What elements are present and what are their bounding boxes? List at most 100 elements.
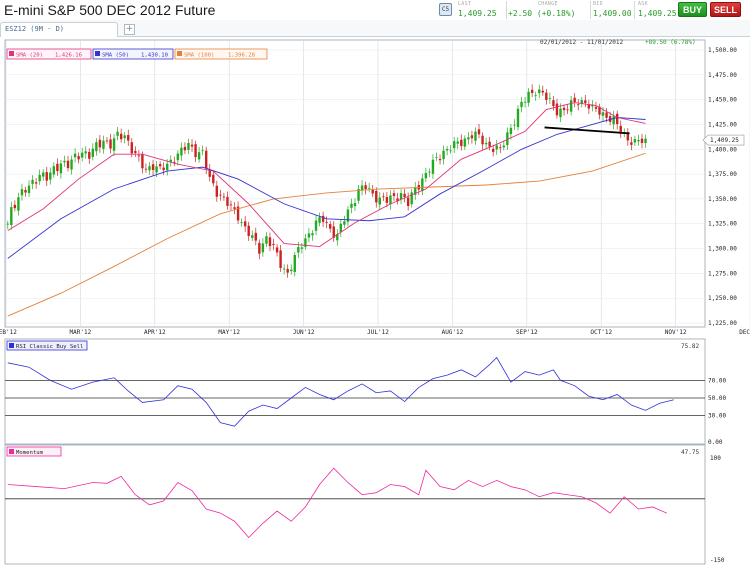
candle-body: [268, 237, 272, 247]
candle: [534, 91, 537, 101]
candle-body: [307, 233, 311, 238]
candle: [502, 140, 506, 151]
candle: [343, 215, 346, 229]
momentum-title-box[interactable]: [6, 446, 62, 457]
month-tick-label: MAY'12: [218, 329, 240, 336]
legend-sma20-name: SMA (20): [16, 53, 43, 59]
chart-area[interactable]: 1,500.00 1,475.00 1,450.00 1,425.00 1,400.00…: [0, 37, 750, 565]
candle: [144, 163, 148, 173]
candle: [484, 137, 488, 150]
candle: [222, 192, 226, 201]
candle: [73, 148, 77, 163]
candle: [339, 219, 343, 238]
candle: [364, 181, 367, 195]
candle-body: [279, 250, 282, 268]
candle: [513, 119, 516, 130]
month-tick-label: JUL'12: [367, 329, 389, 336]
candle-body: [598, 106, 601, 115]
momentum-swatch: [9, 449, 14, 454]
candle: [197, 147, 201, 163]
calculator-icon[interactable]: C5: [439, 3, 452, 16]
price-tick-label: 1,225.00: [708, 320, 737, 327]
candle-body: [183, 146, 187, 151]
last-price-label: 1,409.25: [710, 137, 739, 144]
candle: [633, 135, 637, 147]
candle-body: [431, 159, 435, 174]
candle: [438, 154, 442, 165]
candle-body: [38, 174, 41, 182]
rsi-title-box[interactable]: [6, 340, 88, 351]
candle-body: [392, 193, 396, 196]
candle-body: [502, 145, 506, 148]
price-tick-label: 1,425.00: [708, 121, 737, 128]
add-tab-button[interactable]: +: [124, 24, 135, 35]
buy-button[interactable]: BUY: [678, 2, 707, 17]
candle-body: [24, 189, 27, 193]
candle-body: [162, 167, 165, 171]
candle: [70, 155, 73, 175]
candle-body: [73, 153, 77, 158]
candle: [573, 93, 576, 108]
month-tick-label: FEB'12: [0, 329, 17, 336]
candle: [226, 191, 229, 210]
candle: [105, 137, 109, 144]
candle-body: [243, 221, 247, 227]
price-tick-label: 1,500.00: [708, 47, 737, 54]
candle-body: [484, 142, 488, 145]
candle-body: [20, 189, 24, 196]
candle-body: [275, 247, 279, 253]
legend-sma100-box[interactable]: [174, 48, 268, 60]
candle: [470, 130, 474, 144]
legend-sma50-name: SMA (50): [102, 53, 129, 59]
candle: [566, 104, 569, 115]
sma20-line: [7, 102, 646, 248]
legend-sma50-box[interactable]: [92, 48, 174, 60]
candle-body: [272, 243, 275, 245]
candle-body: [105, 140, 109, 142]
candle-body: [630, 142, 633, 145]
candle: [314, 215, 318, 236]
price-panel: 1,500.00 1,475.00 1,450.00 1,425.00 1,400.00…: [0, 39, 750, 336]
candle: [463, 135, 467, 151]
candle-body: [545, 92, 548, 100]
candle-body: [559, 108, 562, 118]
month-tick-label: OCT'12: [590, 329, 612, 336]
tab-esz12[interactable]: ESZ12 (9M - D): [0, 22, 118, 37]
candle: [491, 144, 495, 157]
momentum-line: [7, 467, 667, 539]
candle-body: [70, 159, 73, 170]
candle-body: [173, 161, 176, 163]
candle-body: [399, 193, 403, 200]
candle: [290, 264, 293, 275]
candle: [414, 181, 417, 200]
legend-sma100-name: SMA (100): [184, 53, 214, 59]
candle: [254, 227, 257, 246]
candle-body: [403, 193, 406, 197]
legend-sma50-value: 1,430.10: [141, 53, 168, 59]
candle-body: [325, 221, 328, 223]
sell-button[interactable]: SELL: [710, 2, 741, 17]
legend-sma20-box[interactable]: [6, 48, 92, 60]
quote-change: CHANGE +2.50 (+0.18%): [508, 1, 590, 20]
candle: [467, 132, 470, 145]
candle-body: [254, 232, 257, 241]
candle: [307, 228, 311, 243]
trendline[interactable]: [544, 126, 630, 135]
candle: [88, 148, 91, 164]
title-bar: E-mini S&P 500 DEC 2012 Future C5 LAST 1…: [0, 0, 750, 20]
candle: [98, 134, 102, 153]
candle: [346, 206, 350, 227]
month-tick-label: AUG'12: [442, 329, 464, 336]
rsi-reference-lines: [5, 379, 705, 417]
candle-body: [297, 247, 300, 253]
candle: [431, 154, 435, 180]
quote-ask: ASK 1,409.25: [638, 1, 678, 20]
candle-body: [552, 100, 555, 107]
quote-last: LAST 1,409.25: [458, 1, 512, 20]
candle: [367, 182, 371, 193]
candle-body: [258, 242, 261, 254]
candle: [328, 220, 332, 233]
candle-body: [201, 150, 204, 152]
candle-body: [385, 196, 389, 203]
candle-body: [569, 100, 573, 112]
